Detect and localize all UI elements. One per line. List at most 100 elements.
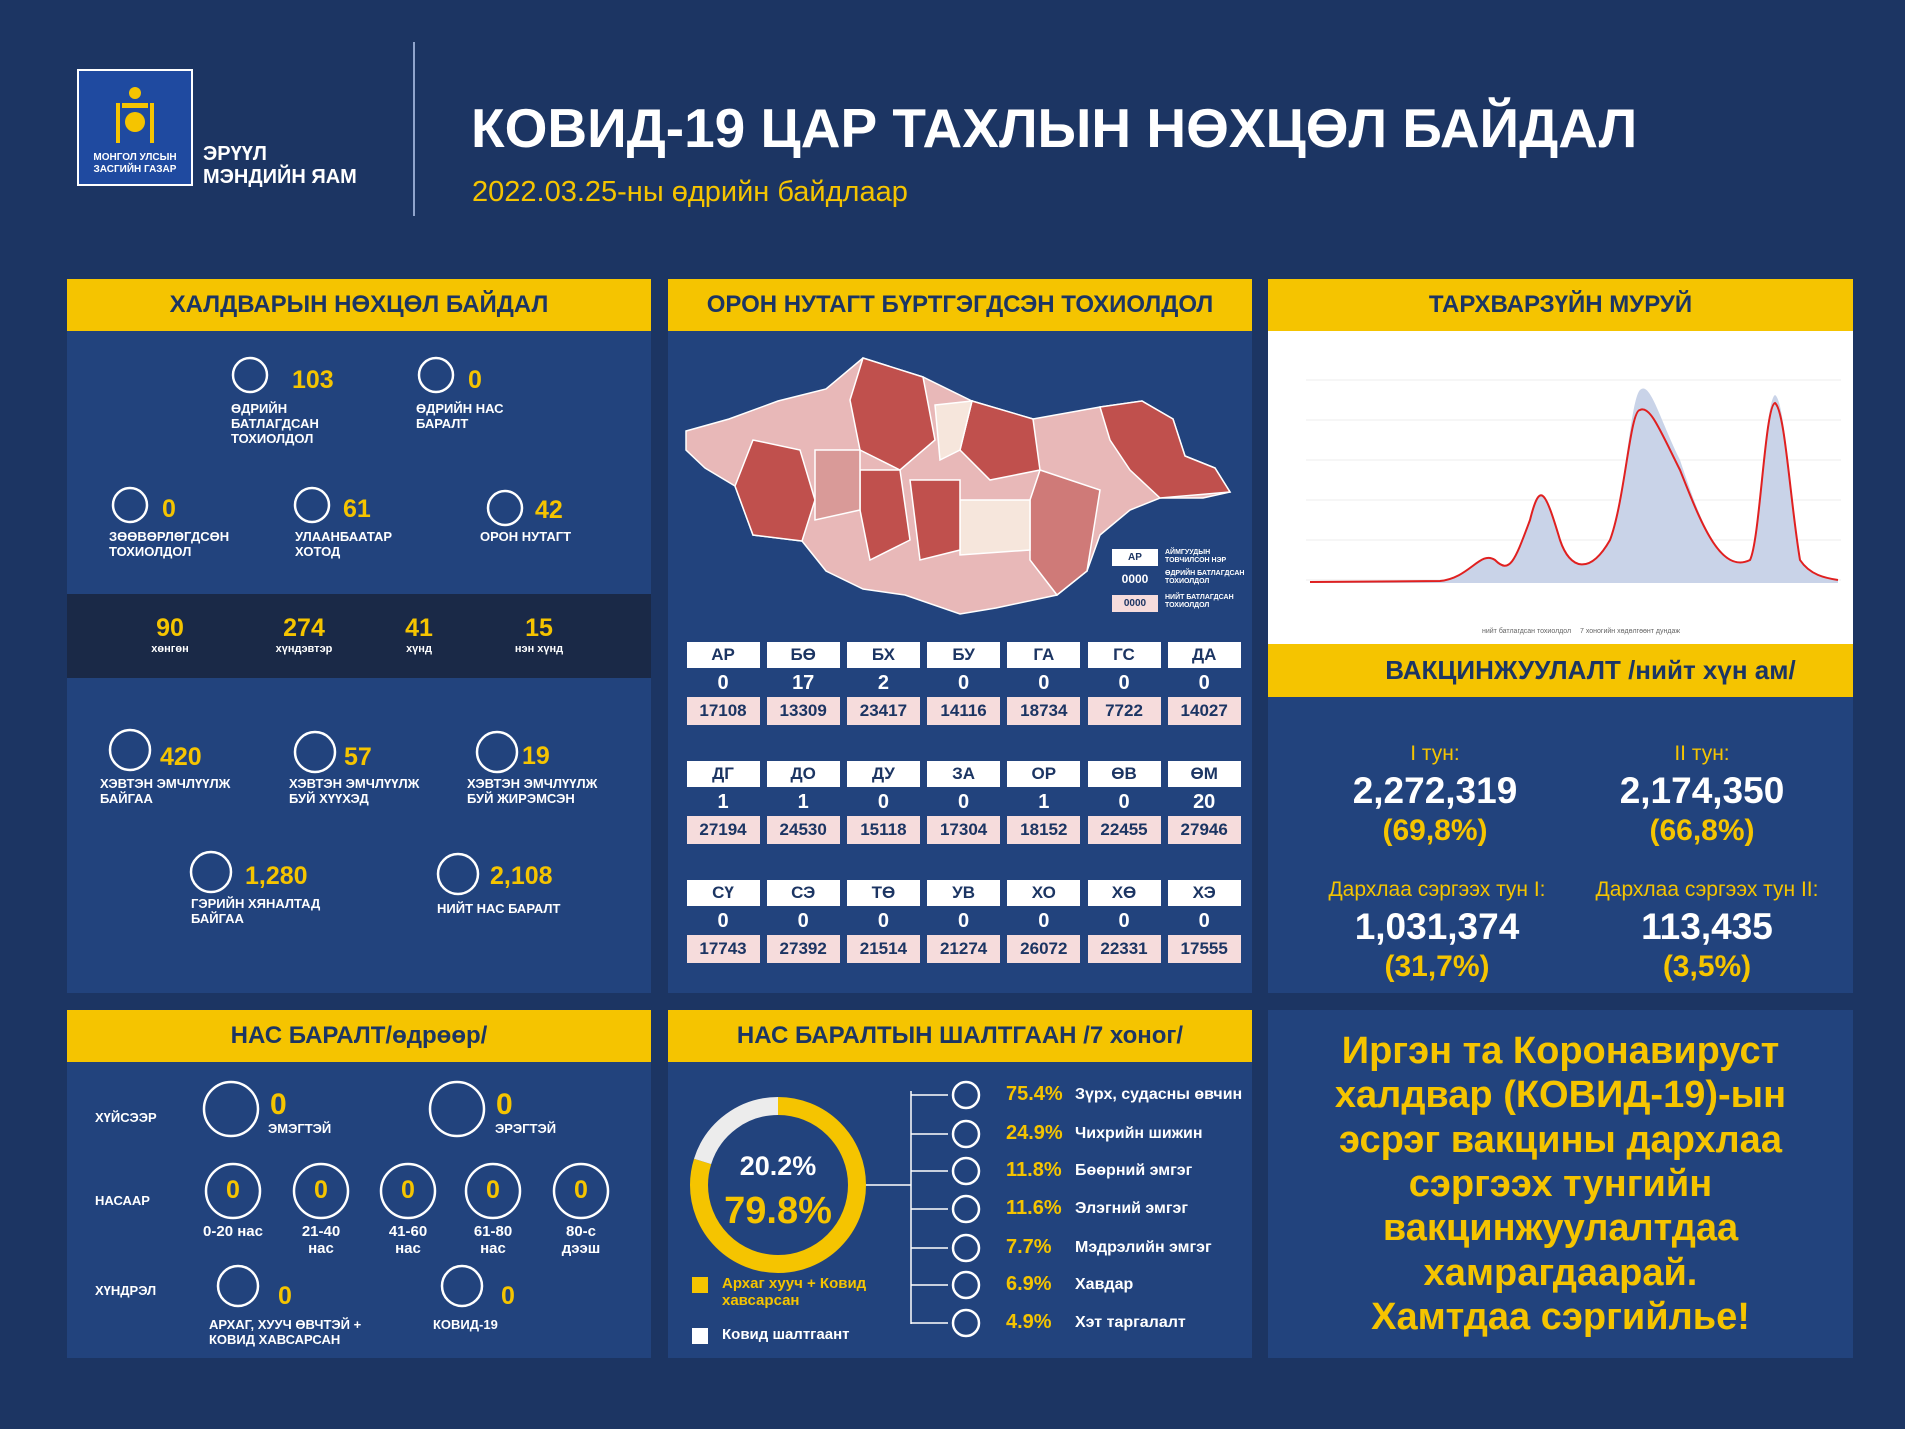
icon bbox=[486, 489, 524, 527]
province-code: СЭ bbox=[766, 880, 840, 906]
care-label: ХЭВТЭН ЭМЧЛҮҮЛЖ БАЙГАА bbox=[100, 776, 231, 806]
province-code: АР bbox=[686, 642, 760, 668]
death-value: 0 bbox=[314, 1176, 328, 1204]
message-line: халдвар (КОВИД-19)-ын bbox=[1334, 1074, 1787, 1117]
stat-value: 42 bbox=[535, 496, 563, 524]
province-daily: 0 bbox=[1038, 910, 1050, 932]
legend-label: АЙМГУУДЫН ТОВЧИЛСОН НЭР bbox=[1165, 549, 1227, 565]
cause-label: Элэгний эмгэг bbox=[1075, 1200, 1189, 1217]
province-daily: 0 bbox=[877, 791, 889, 813]
message-line: Иргэн та Коронавируст bbox=[1341, 1030, 1780, 1072]
legend-swatch bbox=[692, 1277, 708, 1293]
province-daily: 0 bbox=[1118, 910, 1130, 932]
care-label: ХЭВТЭН ЭМЧЛҮҮЛЖ БУЙ ЖИРЭМСЭН bbox=[467, 776, 598, 806]
dose-percent: (3,5%) bbox=[1662, 950, 1752, 983]
donut-label: 79.8% bbox=[724, 1190, 832, 1232]
province-daily: 0 bbox=[717, 672, 729, 694]
province-code: ДГ bbox=[686, 761, 760, 787]
province-daily: 0 bbox=[1118, 672, 1130, 694]
row-label: НАСААР bbox=[95, 1193, 150, 1208]
chart-legend: нийт батлагдсан тохиолдол bbox=[1482, 628, 1572, 635]
title: КОВИД-19 ЦАР ТАХЛЫН НӨХЦӨЛ БАЙДАЛ bbox=[471, 97, 1638, 159]
stat-value: 0 bbox=[468, 366, 482, 394]
care-label: НИЙТ НАС БАРАЛТ bbox=[437, 901, 561, 916]
dose-percent: (31,7%) bbox=[1384, 950, 1490, 983]
panel-title: ТАРХВАРЗҮЙН МУРУЙ bbox=[1268, 279, 1853, 331]
severity-value: 41 bbox=[405, 614, 433, 642]
legend-label: Ковид шалтгаант bbox=[722, 1326, 850, 1343]
province-code: ДО bbox=[766, 761, 840, 787]
province-code: ТӨ bbox=[846, 880, 920, 906]
province-code: БХ bbox=[846, 642, 920, 668]
icon bbox=[951, 1080, 981, 1110]
donut-segment bbox=[690, 1097, 866, 1273]
province-code: СҮ bbox=[686, 880, 760, 906]
panel-title: НАС БАРАЛТЫН ШАЛТГААН /7 хоног/ bbox=[668, 1010, 1252, 1062]
death-label: ЭРЭГТЭЙ bbox=[495, 1121, 557, 1136]
map bbox=[685, 357, 1232, 615]
logo-text: МОНГОЛ УЛСЫН ЗАСГИЙН ГАЗАР bbox=[93, 152, 177, 175]
province-total: 24530 bbox=[766, 816, 840, 844]
cause-percent: 7.7% bbox=[1006, 1236, 1052, 1258]
cause-label: Чихрийн шижин bbox=[1075, 1125, 1203, 1142]
row-label: ХҮЙСЭЭР bbox=[95, 1110, 157, 1125]
stat-value: 61 bbox=[343, 495, 371, 523]
stat-label: ӨДРИЙН БАТЛАГДСАН ТОХИОЛДОЛ bbox=[231, 401, 319, 446]
province-code: ЗА bbox=[927, 761, 1001, 787]
legend-label: Архаг хууч + Ковид хавсарсан bbox=[722, 1275, 867, 1310]
icon bbox=[436, 852, 480, 896]
icon bbox=[204, 1162, 262, 1220]
legend-label: ӨДРИЙН БАТЛАГДСАН ТОХИОЛДОЛ bbox=[1165, 570, 1245, 586]
legend-daily: 0000 bbox=[1121, 572, 1149, 586]
cause-label: Хавдар bbox=[1075, 1276, 1134, 1293]
stat-value: 0 bbox=[162, 495, 176, 523]
icon bbox=[951, 1233, 981, 1263]
dose-label: II тун: bbox=[1674, 742, 1730, 765]
province-code: УВ bbox=[927, 880, 1001, 906]
province-total: 18734 bbox=[1007, 697, 1081, 725]
severity-label: хүнд bbox=[406, 643, 432, 655]
dose-label: Дархлаа сэргээх тун I: bbox=[1328, 878, 1546, 901]
severity-band bbox=[67, 594, 651, 678]
icon bbox=[189, 850, 233, 894]
dose-value: 1,031,374 bbox=[1354, 906, 1520, 947]
cause-percent: 11.6% bbox=[1006, 1197, 1062, 1219]
dose-value: 2,174,350 bbox=[1619, 770, 1785, 811]
severity-label: хүндэвтэр bbox=[275, 643, 333, 655]
panel bbox=[668, 1010, 1252, 1358]
message-line: сэргээх тунгийн bbox=[1408, 1162, 1713, 1205]
care-value: 420 bbox=[160, 743, 202, 771]
care-label: ХЭВТЭН ЭМЧЛҮҮЛЖ БУЙ ХҮҮХЭД bbox=[289, 776, 420, 806]
icon bbox=[951, 1270, 981, 1300]
province-code: ГС bbox=[1087, 642, 1161, 668]
icon bbox=[293, 730, 337, 774]
province-total: 17304 bbox=[927, 816, 1001, 844]
care-value: 1,280 bbox=[245, 862, 308, 890]
chart-legend: 7 хоногийн хөдөлгөөнт дундаж bbox=[1580, 628, 1681, 635]
province-total: 13309 bbox=[766, 697, 840, 725]
province-code: ОР bbox=[1007, 761, 1081, 787]
province-code: ДУ bbox=[846, 761, 920, 787]
stat-value: 103 bbox=[292, 366, 334, 394]
message-line: хамрагдаарай. bbox=[1423, 1251, 1698, 1294]
province-code: ДА bbox=[1167, 642, 1241, 668]
province-daily: 0 bbox=[717, 910, 729, 932]
province-code: БУ bbox=[927, 642, 1001, 668]
death-value: 0 bbox=[401, 1176, 415, 1204]
panel-title: ХАЛДВАРЫН НӨХЦӨЛ БАЙДАЛ bbox=[67, 279, 651, 331]
ministry: ЭРҮҮЛ МЭНДИЙН ЯАМ bbox=[203, 143, 357, 188]
dose-percent: (69,8%) bbox=[1382, 814, 1488, 847]
province-daily: 0 bbox=[1118, 791, 1130, 813]
care-value: 2,108 bbox=[490, 862, 553, 890]
province-total: 27194 bbox=[686, 816, 760, 844]
cause-percent: 11.8% bbox=[1006, 1159, 1062, 1181]
province-daily: 0 bbox=[877, 910, 889, 932]
province-daily: 0 bbox=[1038, 672, 1050, 694]
legend-label: НИЙТ БАТЛАГДСАН ТОХИОЛДОЛ bbox=[1165, 594, 1234, 610]
cause-label: Зүрх, судасны өвчин bbox=[1075, 1086, 1243, 1103]
legend-code: АР bbox=[1112, 549, 1158, 566]
province-daily: 1 bbox=[1038, 791, 1050, 813]
severity-value: 274 bbox=[283, 614, 325, 642]
death-label: 21-40 нас bbox=[301, 1223, 341, 1258]
icon bbox=[951, 1194, 981, 1224]
